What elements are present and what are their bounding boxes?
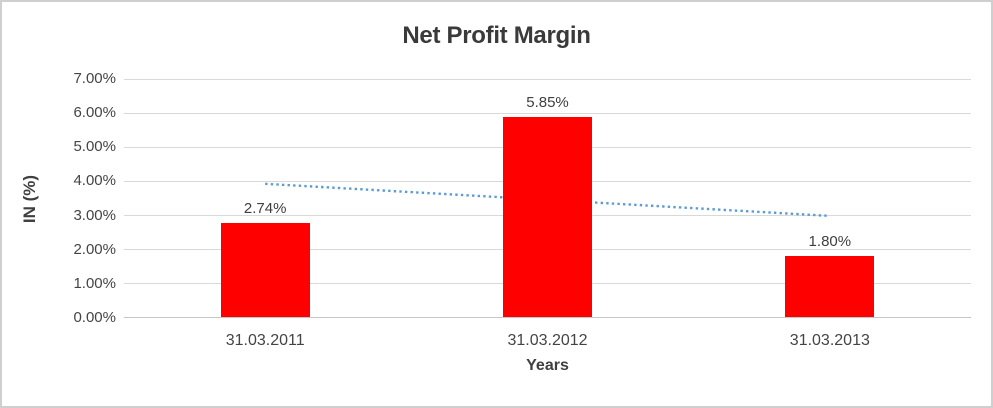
- y-tick-label: 3.00%: [73, 206, 116, 224]
- y-tick-label: 4.00%: [73, 172, 116, 190]
- y-tick-label: 5.00%: [73, 138, 116, 156]
- bar: [220, 223, 310, 317]
- x-axis-title: Years: [526, 357, 569, 374]
- data-label: 1.80%: [808, 232, 852, 250]
- bar: [503, 117, 592, 317]
- bar: [785, 255, 875, 317]
- y-tick-label: 6.00%: [73, 104, 116, 122]
- gridline: [124, 112, 971, 114]
- data-label: 5.85%: [526, 94, 569, 112]
- y-tick-label: 1.00%: [73, 274, 116, 292]
- gridline: [124, 78, 971, 80]
- y-tick-label: 2.00%: [73, 240, 116, 258]
- y-tick-label: 7.00%: [73, 70, 116, 87]
- trendline: [265, 182, 830, 218]
- x-tick-label: 31.03.2013: [789, 332, 870, 349]
- plot-area: 2.74% 5.85% 1.80%: [124, 78, 971, 318]
- data-label: 2.74%: [243, 200, 287, 218]
- y-tick-label: 0.00%: [73, 309, 116, 326]
- x-tick-label: 31.03.2012: [507, 332, 588, 349]
- chart-title: Net Profit Margin: [402, 22, 591, 49]
- x-tick-label: 31.03.2011: [225, 332, 305, 349]
